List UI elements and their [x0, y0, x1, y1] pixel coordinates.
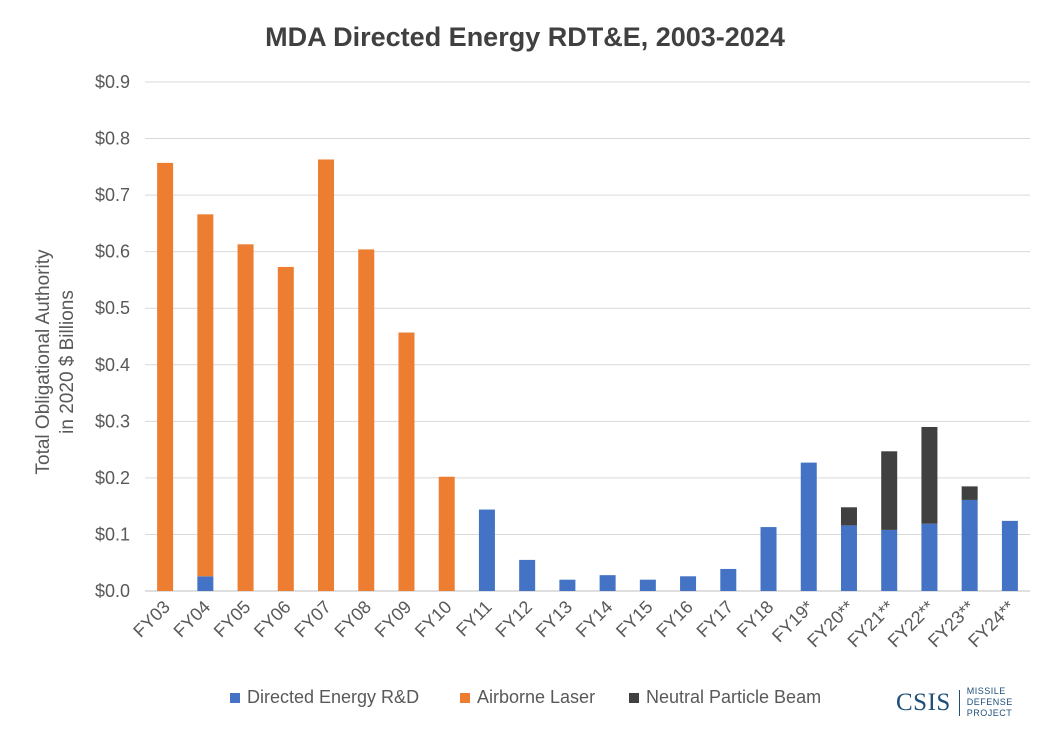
y-tick-label: $0.6 [95, 242, 130, 262]
bar-FY23-series-0 [961, 499, 978, 591]
bar-FY22-series-0 [921, 523, 938, 591]
bar-FY19-series-0 [800, 462, 817, 591]
bar-FY13-series-0 [559, 579, 576, 591]
x-tick-label: FY12 [491, 597, 536, 642]
logo-divider [958, 689, 960, 716]
x-tick-label: FY16 [652, 597, 697, 642]
legend-swatch [460, 693, 470, 703]
x-tick-label: FY13 [532, 597, 577, 642]
x-tick-label: FY03 [129, 597, 174, 642]
bar-FY05-series-1 [237, 244, 254, 591]
y-axis-ticks: $0.0 $0.1 $0.2 $0.3 $0.4 $0.5 $0.6 $0.7 $0.8 $0.9 [95, 72, 130, 601]
logo-subtitle-line-2: PROJECT [966, 708, 1013, 718]
legend: Directed Energy R&D Airborne Laser Neutral… [230, 687, 821, 707]
bar-FY22-series-2 [921, 426, 938, 524]
bar-FY23-series-2 [961, 486, 978, 500]
bar-FY07-series-1 [318, 159, 335, 591]
x-tick-label: FY14 [572, 597, 617, 642]
bar-FY15-series-0 [639, 579, 656, 591]
y-axis-label-line-1: Total Obligational Authority [33, 249, 54, 474]
bar-FY04-series-1 [197, 214, 214, 577]
logo-name: CSIS [896, 688, 951, 716]
bar-FY03-series-1 [157, 162, 174, 591]
bar-FY14-series-0 [599, 575, 616, 591]
y-tick-label: $0.2 [95, 468, 130, 488]
x-tick-label: FY10 [411, 597, 456, 642]
x-tick-label: FY06 [250, 597, 295, 642]
legend-entry: Directed Energy R&D [247, 687, 419, 707]
legend-entry: Airborne Laser [477, 687, 595, 707]
bar-FY16-series-0 [680, 576, 697, 591]
bar-FY24-series-0 [1001, 520, 1018, 591]
bar-FY17-series-0 [720, 568, 737, 591]
legend-entry: Neutral Particle Beam [646, 687, 821, 707]
legend-swatch [230, 693, 240, 703]
y-tick-label: $0.4 [95, 355, 130, 375]
y-tick-label: $0.1 [95, 524, 130, 544]
chart-title: MDA Directed Energy RDT&E, 2003-2024 [265, 22, 785, 52]
y-tick-label: $0.5 [95, 298, 130, 318]
bar-FY18-series-0 [760, 527, 777, 591]
bar-FY20-series-2 [840, 507, 857, 526]
bar-FY10-series-1 [438, 476, 455, 591]
bar-FY06-series-1 [277, 266, 294, 591]
y-tick-label: $0.0 [95, 581, 130, 601]
csis-logo: CSIS MISSILE DEFENSE PROJECT [896, 686, 1049, 719]
y-axis-label: Total Obligational Authority in 2020 $ B… [33, 249, 78, 474]
legend-swatch [629, 693, 639, 703]
x-tick-label: FY07 [290, 597, 335, 642]
bar-FY11-series-0 [478, 509, 495, 591]
x-tick-label: FY08 [331, 597, 376, 642]
x-tick-label: FY15 [612, 597, 657, 642]
logo-subtitle-line-1: MISSILE DEFENSE [966, 686, 1013, 707]
y-axis-label-line-2: in 2020 $ Billions [57, 290, 78, 434]
x-axis-ticks: FY03FY04FY05FY06FY07FY08FY09FY10FY11FY12… [129, 597, 1018, 651]
y-tick-label: $0.8 [95, 129, 130, 149]
bar-FY08-series-1 [358, 249, 375, 591]
bar-FY21-series-0 [881, 529, 898, 591]
x-tick-label: FY11 [452, 597, 496, 641]
y-tick-label: $0.9 [95, 72, 130, 92]
bar-FY12-series-0 [519, 559, 536, 591]
x-tick-label: FY04 [170, 597, 215, 642]
x-tick-label: FY05 [210, 597, 255, 642]
y-tick-label: $0.3 [95, 411, 130, 431]
logo-subtitle: MISSILE DEFENSE PROJECT [967, 686, 1049, 719]
x-tick-label: FY17 [693, 597, 738, 642]
bar-FY20-series-0 [840, 525, 857, 591]
x-tick-label: FY09 [371, 597, 416, 642]
bars [157, 159, 1018, 591]
bar-FY04-series-0 [197, 576, 214, 591]
gridlines [145, 81, 1030, 592]
y-tick-label: $0.7 [95, 185, 130, 205]
bar-FY21-series-2 [881, 451, 898, 530]
bar-FY09-series-1 [398, 332, 415, 591]
